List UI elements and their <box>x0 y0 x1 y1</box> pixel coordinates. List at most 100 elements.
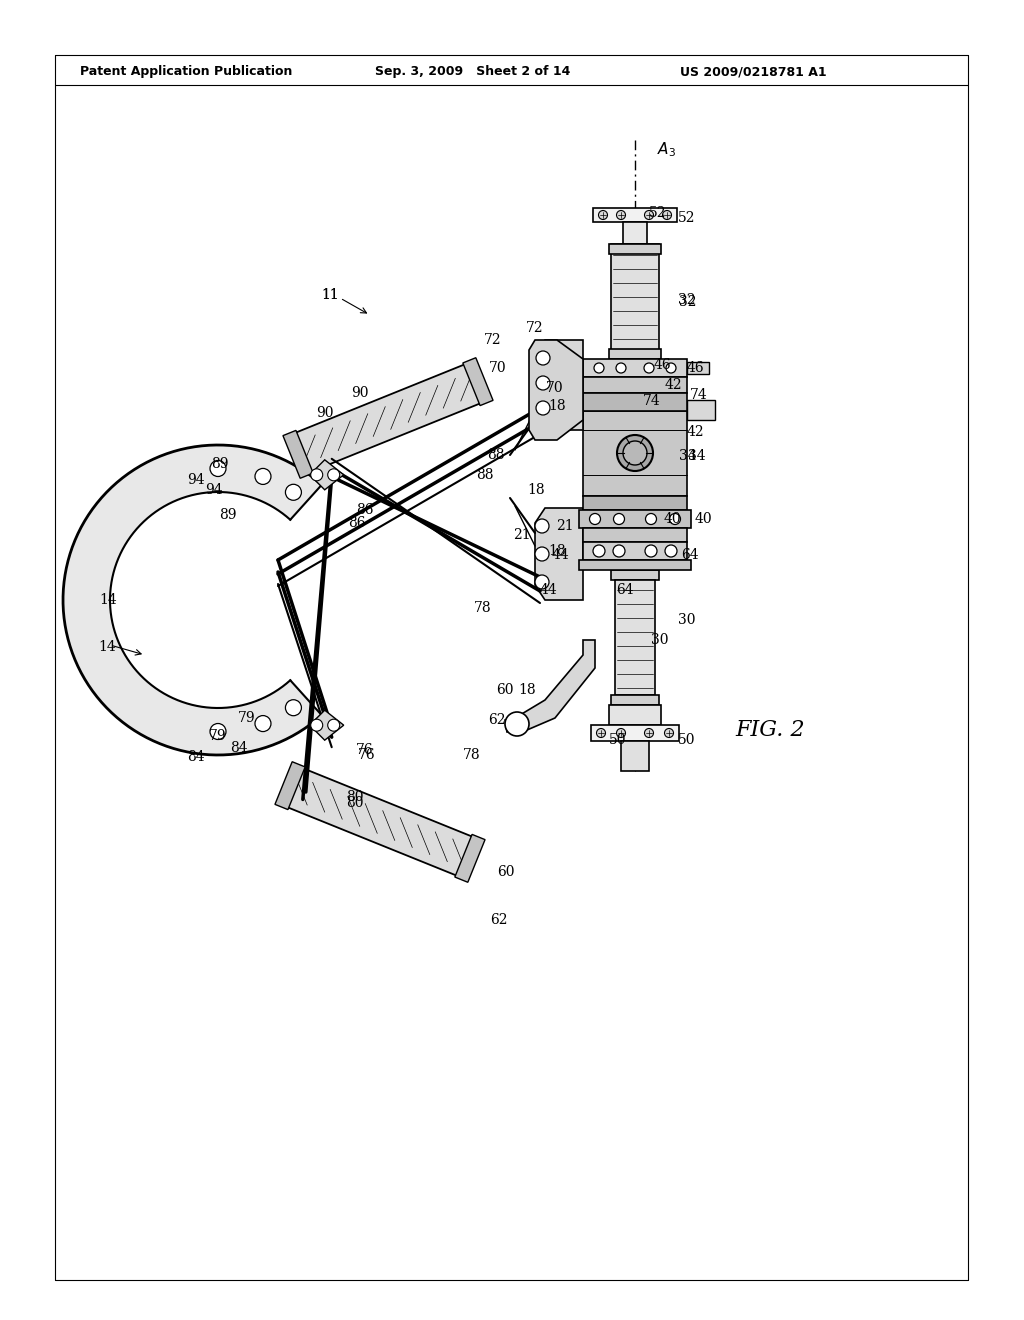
Text: 18: 18 <box>527 483 545 498</box>
Text: 32: 32 <box>678 293 695 308</box>
Circle shape <box>665 545 677 557</box>
Text: 40: 40 <box>694 512 712 525</box>
Text: 88: 88 <box>476 469 494 482</box>
Text: 74: 74 <box>690 388 708 403</box>
Circle shape <box>535 351 549 366</box>
Text: 79: 79 <box>239 711 256 725</box>
Text: 72: 72 <box>526 321 544 335</box>
Text: 46: 46 <box>686 360 703 375</box>
Bar <box>591 725 679 741</box>
Text: 78: 78 <box>463 748 481 762</box>
Text: 64: 64 <box>616 583 634 597</box>
Bar <box>583 543 687 560</box>
Polygon shape <box>505 640 595 733</box>
Text: 74: 74 <box>643 393 660 408</box>
Text: 30: 30 <box>651 634 669 647</box>
Text: 64: 64 <box>681 548 698 562</box>
Bar <box>583 411 687 496</box>
Circle shape <box>536 376 550 389</box>
Text: 80: 80 <box>346 789 364 804</box>
Circle shape <box>535 519 549 533</box>
Circle shape <box>613 545 625 557</box>
Circle shape <box>594 363 604 374</box>
Polygon shape <box>463 358 493 405</box>
Text: 78: 78 <box>474 601 492 615</box>
Circle shape <box>617 436 653 471</box>
Bar <box>609 705 662 725</box>
Bar <box>623 222 647 244</box>
Circle shape <box>255 715 271 731</box>
Text: 94: 94 <box>187 473 205 487</box>
Bar <box>611 244 659 359</box>
Bar <box>615 579 655 696</box>
Text: 90: 90 <box>316 407 334 420</box>
Text: 89: 89 <box>211 457 228 471</box>
Polygon shape <box>529 341 583 440</box>
Circle shape <box>644 210 653 219</box>
Circle shape <box>616 729 626 738</box>
Text: 30: 30 <box>678 612 695 627</box>
Bar <box>583 496 687 510</box>
Text: 62: 62 <box>488 713 506 727</box>
Circle shape <box>328 719 340 731</box>
Text: 21: 21 <box>513 528 530 543</box>
Text: 42: 42 <box>686 425 703 440</box>
Text: 90: 90 <box>351 385 369 400</box>
Text: 14: 14 <box>98 640 116 653</box>
Text: 94: 94 <box>205 483 223 498</box>
Circle shape <box>536 351 550 366</box>
Polygon shape <box>275 762 305 809</box>
Circle shape <box>535 576 549 589</box>
Circle shape <box>593 545 605 557</box>
Circle shape <box>536 401 550 414</box>
Circle shape <box>328 469 340 480</box>
Text: Sep. 3, 2009   Sheet 2 of 14: Sep. 3, 2009 Sheet 2 of 14 <box>375 66 570 78</box>
Text: 40: 40 <box>664 512 681 525</box>
Circle shape <box>665 729 674 738</box>
Circle shape <box>670 513 681 524</box>
Circle shape <box>597 729 605 738</box>
Text: 70: 70 <box>546 381 564 395</box>
Text: 11: 11 <box>322 288 339 302</box>
Text: 86: 86 <box>356 503 374 517</box>
Text: 18: 18 <box>518 682 536 697</box>
Circle shape <box>616 210 626 219</box>
Text: 52: 52 <box>649 206 667 220</box>
Text: 32: 32 <box>679 294 696 309</box>
Polygon shape <box>535 341 583 430</box>
Circle shape <box>663 210 672 219</box>
Bar <box>609 244 662 253</box>
Bar <box>687 362 709 374</box>
Bar <box>583 378 687 393</box>
Circle shape <box>210 723 226 739</box>
Circle shape <box>613 513 625 524</box>
Polygon shape <box>63 445 322 755</box>
Text: 60: 60 <box>497 682 514 697</box>
Bar <box>583 528 687 543</box>
Bar <box>579 510 691 528</box>
Text: 44: 44 <box>551 548 569 562</box>
Circle shape <box>645 513 656 524</box>
Bar <box>621 741 649 771</box>
Text: 76: 76 <box>356 743 374 756</box>
Circle shape <box>645 545 657 557</box>
Text: 52: 52 <box>678 211 695 224</box>
Circle shape <box>616 363 626 374</box>
Text: 50: 50 <box>609 733 627 747</box>
Text: 11: 11 <box>322 288 339 302</box>
Circle shape <box>666 363 676 374</box>
Polygon shape <box>283 430 313 478</box>
Text: 86: 86 <box>348 516 366 531</box>
Circle shape <box>255 469 271 484</box>
Circle shape <box>286 484 301 500</box>
Text: 70: 70 <box>489 360 507 375</box>
Text: 76: 76 <box>358 748 376 762</box>
Circle shape <box>644 363 654 374</box>
Text: 18: 18 <box>548 399 566 413</box>
Polygon shape <box>290 362 486 474</box>
Bar <box>611 696 659 705</box>
Text: 34: 34 <box>679 449 696 463</box>
Polygon shape <box>455 834 485 882</box>
Circle shape <box>210 461 226 477</box>
Polygon shape <box>535 508 583 601</box>
